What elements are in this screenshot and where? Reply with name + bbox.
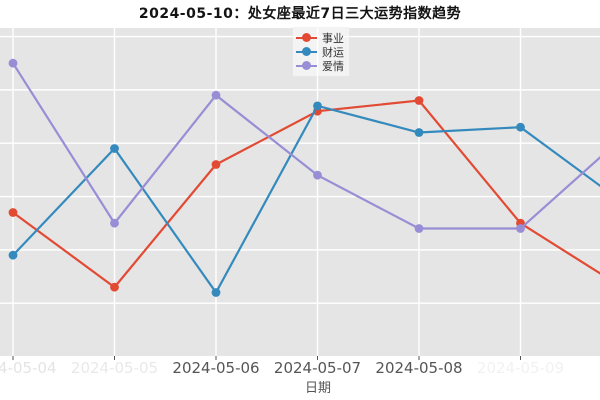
chart-legend: 事业 财运 爱情 bbox=[292, 27, 350, 77]
plot-area bbox=[0, 28, 600, 356]
legend-label: 财运 bbox=[322, 45, 344, 59]
legend-line-dot-icon bbox=[296, 47, 317, 57]
legend-line-dot-icon bbox=[296, 33, 317, 43]
x-tick-label: 2024-05-07 bbox=[273, 359, 362, 377]
x-tick-label: 2024-05-05 bbox=[70, 359, 159, 377]
x-tick-label: 2024-05-09 bbox=[476, 359, 565, 377]
legend-item-财运: 财运 bbox=[296, 45, 344, 59]
x-tick-label: 2024-05-04 bbox=[0, 359, 57, 377]
x-tick-label: 2024-05-08 bbox=[375, 359, 463, 377]
legend-item-事业: 事业 bbox=[296, 31, 344, 45]
chart-title: 2024-05-10：处女座最近7日三大运势指数趋势 bbox=[138, 6, 462, 22]
legend-label: 爱情 bbox=[322, 59, 344, 73]
x-axis-label: 日期 bbox=[304, 381, 331, 396]
legend-item-爱情: 爱情 bbox=[296, 59, 344, 73]
legend-line-dot-icon bbox=[296, 61, 317, 71]
x-tick-label: 2024-05-06 bbox=[172, 359, 260, 377]
legend-label: 事业 bbox=[322, 31, 344, 45]
